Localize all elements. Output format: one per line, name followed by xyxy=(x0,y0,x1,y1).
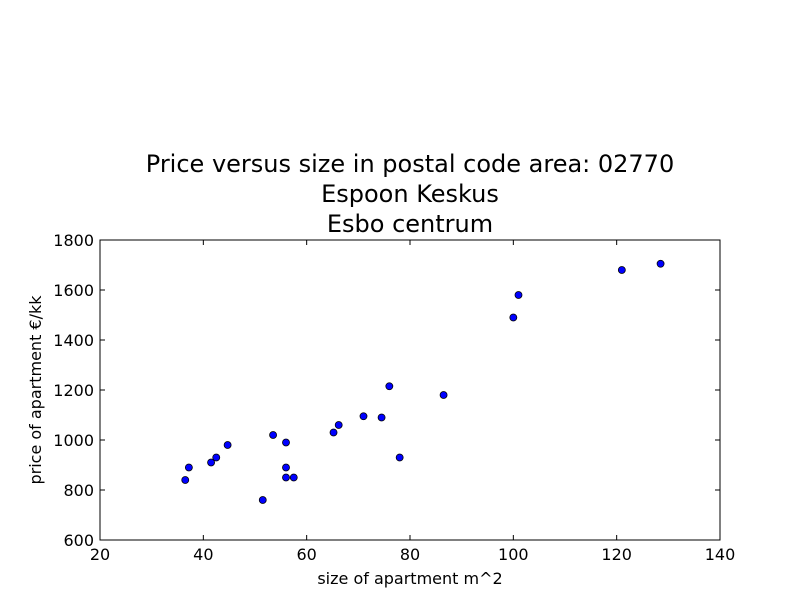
x-tick-label: 20 xyxy=(90,545,110,564)
scatter-point xyxy=(181,476,190,484)
scatter-point xyxy=(385,382,394,391)
x-tick-label: 80 xyxy=(400,545,420,564)
scatter-point xyxy=(258,496,267,504)
y-axis-label: price of apartment €/kk xyxy=(26,295,45,485)
scatter-point xyxy=(334,421,343,429)
scatter-point xyxy=(509,313,518,322)
scatter-point xyxy=(184,463,193,472)
y-tick-label: 1400 xyxy=(53,331,94,350)
scatter-point xyxy=(282,473,290,482)
x-axis-label: size of apartment m^2 xyxy=(317,569,502,588)
scatter-point xyxy=(656,259,665,268)
scatter-point xyxy=(439,391,448,399)
scatter-point xyxy=(329,428,338,437)
y-tick-label: 1000 xyxy=(53,431,94,450)
scatter-point xyxy=(514,291,523,299)
y-tick-label: 1200 xyxy=(53,381,94,400)
scatter-point xyxy=(207,458,215,467)
y-axis-ticks: 600 800 1000 1200 1400 1600 1800 xyxy=(53,231,720,550)
x-tick-label: 40 xyxy=(193,545,213,564)
x-tick-label: 120 xyxy=(601,545,632,564)
x-tick-label: 140 xyxy=(705,545,736,564)
plot-area xyxy=(181,259,665,504)
scatter-point xyxy=(395,453,404,462)
chart-title-line-2: Espoon Keskus xyxy=(321,180,499,208)
y-tick-label: 600 xyxy=(63,531,94,550)
scatter-point xyxy=(289,473,298,482)
scatter-point xyxy=(282,438,290,447)
scatter-point xyxy=(269,431,277,439)
y-tick-label: 800 xyxy=(63,481,94,500)
scatter-point xyxy=(223,441,232,449)
scatter-point xyxy=(617,266,626,274)
x-tick-label: 60 xyxy=(296,545,316,564)
scatter-point xyxy=(359,412,368,421)
scatter-point xyxy=(282,463,290,472)
scatter-point xyxy=(212,453,221,462)
scatter-point xyxy=(377,413,386,422)
y-tick-label: 1600 xyxy=(53,281,94,300)
x-axis-ticks: 20 40 60 80 100 120 140 xyxy=(90,240,735,564)
chart-title-line-1: Price versus size in postal code area: 0… xyxy=(146,150,674,178)
plot-frame xyxy=(99,239,721,541)
chart-title-line-3: Esbo centrum xyxy=(327,210,493,238)
y-tick-label: 1800 xyxy=(53,231,94,250)
x-tick-label: 100 xyxy=(498,545,529,564)
